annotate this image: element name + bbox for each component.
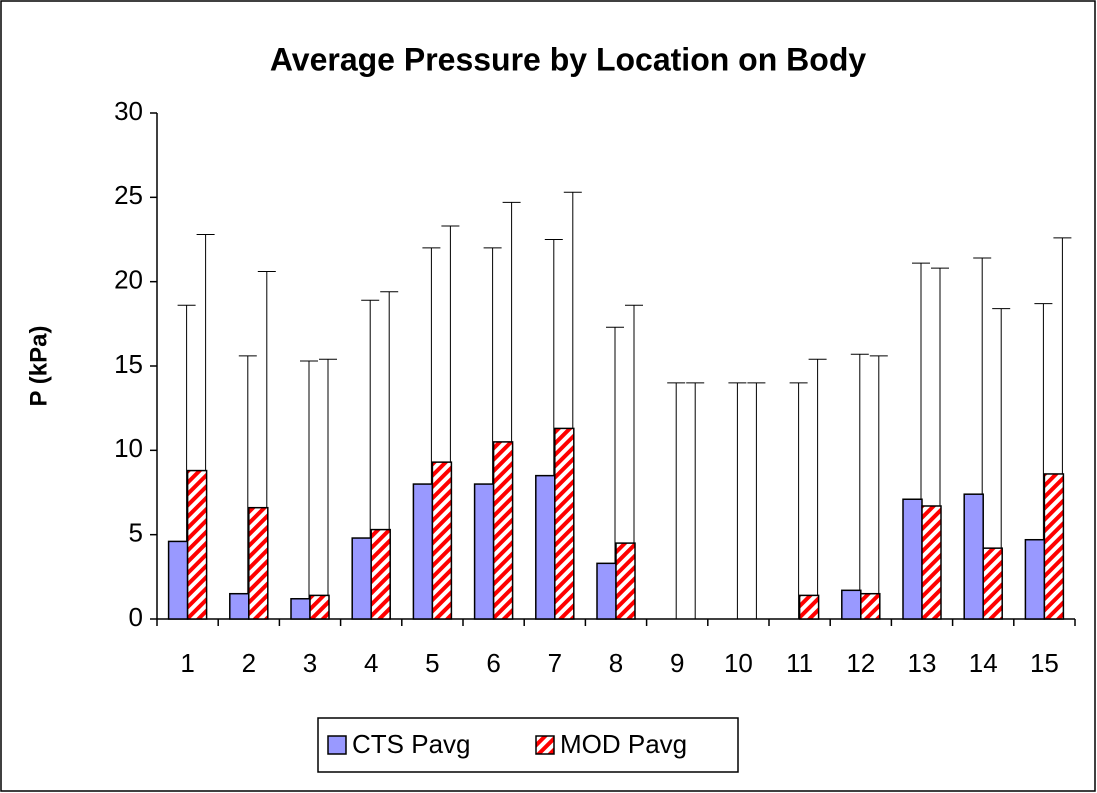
- y-tick-label: 0: [129, 602, 143, 632]
- legend-swatch: [535, 735, 555, 755]
- bar: [1024, 538, 1046, 620]
- bar: [554, 427, 575, 620]
- legend-swatch: [327, 735, 347, 755]
- y-tick-label: 25: [114, 180, 143, 210]
- x-tick-label: 5: [425, 648, 439, 678]
- bar: [229, 592, 250, 620]
- legend: [317, 717, 739, 773]
- x-tick-label: 12: [846, 648, 875, 678]
- bar: [1043, 473, 1065, 620]
- x-tick-label: 8: [609, 648, 623, 678]
- bar: [167, 540, 189, 620]
- bar: [186, 469, 208, 620]
- bar: [309, 594, 330, 620]
- bar: [370, 528, 391, 620]
- x-tick-label: 3: [303, 648, 317, 678]
- bar: [492, 441, 514, 620]
- y-tick-label: 5: [129, 518, 143, 548]
- x-tick-label: 7: [548, 648, 562, 678]
- x-tick-label: 13: [908, 648, 937, 678]
- bar: [615, 542, 636, 620]
- y-tick-label: 30: [114, 96, 143, 126]
- x-tick-label: 4: [364, 648, 378, 678]
- legend-label: MOD Pavg: [560, 729, 687, 759]
- y-tick-label: 15: [114, 349, 143, 379]
- x-tick-label: 11: [786, 648, 813, 678]
- bar: [860, 592, 881, 620]
- bar: [902, 498, 923, 620]
- bar: [473, 483, 495, 620]
- x-tick-label: 14: [969, 648, 998, 678]
- x-tick-label: 2: [242, 648, 256, 678]
- x-tick-label: 9: [670, 648, 684, 678]
- bar: [535, 474, 556, 620]
- x-tick-label: 1: [180, 648, 194, 678]
- bar: [248, 506, 269, 620]
- x-tick-label: 6: [486, 648, 500, 678]
- bar: [841, 589, 862, 620]
- x-tick-label: 10: [724, 648, 753, 678]
- bar: [798, 594, 820, 620]
- bar: [963, 493, 984, 620]
- bar: [290, 598, 311, 620]
- bar: [412, 483, 434, 620]
- x-tick-label: 15: [1030, 648, 1059, 678]
- bar: [596, 562, 617, 620]
- chart-title: Average Pressure by Location on Body: [270, 41, 867, 77]
- y-axis-label: P (kPa): [25, 326, 52, 407]
- bar: [431, 461, 453, 620]
- bar: [351, 537, 372, 620]
- legend-label: CTS Pavg: [352, 729, 471, 759]
- y-tick-label: 10: [114, 433, 143, 463]
- bar: [982, 547, 1003, 620]
- y-tick-label: 20: [114, 265, 143, 295]
- bar: [921, 505, 942, 620]
